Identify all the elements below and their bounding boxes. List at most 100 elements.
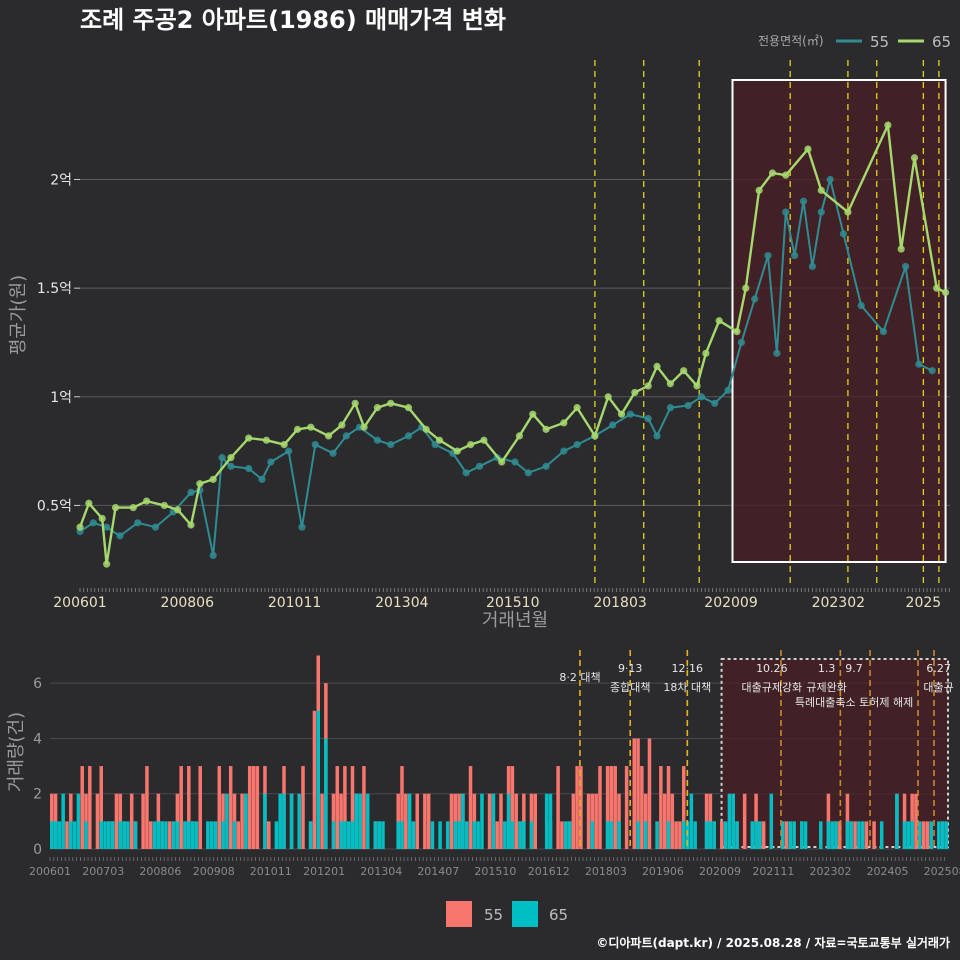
volume-bar-65 — [308, 821, 313, 849]
point-65-6 — [142, 497, 151, 505]
volume-bar-55 — [674, 821, 678, 849]
point-55-3 — [116, 532, 124, 540]
volume-bar-65 — [826, 821, 831, 849]
volume-bar-65 — [244, 793, 248, 849]
volume-bar-55 — [613, 766, 617, 849]
volume-x-tick-label-15: 202405 — [867, 865, 909, 878]
volume-bar-65 — [940, 821, 945, 849]
point-65-10 — [196, 480, 204, 488]
point-65-5 — [129, 504, 137, 512]
volume-bar-65 — [750, 821, 755, 849]
volume-bar-65 — [61, 793, 65, 849]
volume-bar-65 — [457, 821, 461, 849]
volume-bar-55 — [236, 821, 241, 849]
point-55-53 — [817, 208, 825, 216]
point-65-32 — [529, 410, 537, 418]
point-55-46 — [751, 295, 759, 303]
y-tick-label-0: 0.5억 — [37, 498, 72, 514]
volume-bar-55 — [362, 766, 366, 849]
y-tick-label-2: 1.5억 — [37, 281, 72, 297]
volume-bar-65 — [183, 821, 187, 849]
volume-bar-55 — [586, 793, 591, 849]
point-65-40 — [644, 382, 652, 390]
volume-bar-65 — [84, 821, 88, 849]
volume-bar-65 — [213, 821, 218, 849]
point-65-13 — [245, 434, 253, 442]
point-65-12 — [227, 454, 235, 462]
point-55-44 — [724, 386, 732, 394]
x-tick-label-1: 200806 — [161, 595, 215, 611]
volume-bar-55 — [784, 821, 789, 849]
volume-bar-65 — [438, 821, 442, 849]
volume-bar-65 — [57, 821, 62, 849]
volume-bar-65 — [769, 793, 774, 849]
volume-bar-65 — [544, 793, 549, 849]
volume-bar-55 — [335, 766, 340, 849]
volume-bar-55 — [487, 793, 492, 849]
volume-bar-65 — [472, 821, 477, 849]
volume-bar-65 — [506, 793, 511, 849]
volume-bar-55 — [187, 766, 191, 849]
volume-y-tick-label-1: 2 — [33, 787, 42, 803]
volume-bar-55 — [423, 793, 427, 849]
point-65-19 — [338, 421, 346, 429]
point-65-35 — [573, 404, 581, 412]
volume-y-axis-title: 거래량(건) — [6, 712, 27, 792]
volume-bar-65 — [510, 821, 515, 849]
event-label-2: 18차 대책 — [663, 681, 711, 694]
price-panel: 0.5억 1억 1.5억 2억 200601 200806 201011 201304 2015… — [37, 60, 950, 611]
volume-bar-55 — [678, 821, 682, 849]
x-axis-title: 거래년월 — [482, 610, 548, 631]
volume-bar-65 — [53, 821, 58, 849]
y-tick-label-3: 2억 — [50, 173, 72, 189]
volume-bar-55 — [114, 793, 119, 849]
point-55-4 — [134, 519, 142, 527]
point-65-56 — [897, 245, 905, 253]
volume-bar-65 — [857, 821, 861, 849]
volume-bar-65 — [72, 821, 77, 849]
x-tick-label-7: 202302 — [812, 595, 865, 611]
volume-bar-65 — [354, 793, 359, 849]
point-55-51 — [799, 197, 808, 205]
volume-bar-65 — [343, 821, 347, 849]
point-55-27 — [462, 469, 470, 477]
volume-y-tick-label-0: 0 — [33, 842, 42, 858]
point-55-56 — [857, 301, 865, 310]
point-65-3 — [103, 560, 111, 568]
legend-title: 전용면적(㎡) — [758, 34, 824, 48]
point-55-49 — [782, 208, 790, 216]
volume-bar-65 — [723, 821, 728, 849]
point-65-0 — [76, 523, 84, 531]
event-label-4: 규제완화 — [806, 681, 846, 694]
volume-bar-65 — [350, 821, 355, 849]
volume-bar-65 — [69, 821, 73, 849]
volume-x-tick-label-13: 202111 — [752, 865, 794, 878]
volume-x-tick-label-3: 200908 — [193, 865, 235, 878]
point-65-20 — [351, 399, 359, 407]
volume-bar-65 — [187, 821, 191, 849]
volume-bar-55 — [148, 821, 153, 849]
volume-bar-65 — [316, 710, 320, 849]
point-65-44 — [693, 382, 701, 390]
point-65-48 — [742, 284, 750, 292]
volume-bar-65 — [407, 793, 412, 849]
volume-x-tick-label-0: 200601 — [29, 865, 71, 878]
x-tick-label-2: 201011 — [268, 595, 321, 611]
volume-bar-55 — [468, 766, 473, 849]
volume-bar-65 — [731, 793, 735, 849]
volume-bar-65 — [194, 821, 199, 849]
point-65-1 — [85, 499, 93, 507]
volume-bar-65 — [503, 821, 507, 849]
point-55-32 — [542, 462, 550, 470]
volume-bar-65 — [381, 821, 385, 849]
volume-bar-65 — [107, 821, 111, 849]
volume-bar-65 — [464, 821, 469, 849]
point-55-30 — [511, 458, 519, 466]
volume-bar-65 — [445, 821, 450, 849]
volume-bar-55 — [247, 766, 252, 849]
volume-bar-65 — [834, 821, 838, 849]
volume-bar-55 — [662, 793, 667, 849]
volume-bar-65 — [103, 821, 107, 849]
point-65-14 — [262, 436, 271, 444]
volume-bar-55 — [609, 766, 614, 849]
